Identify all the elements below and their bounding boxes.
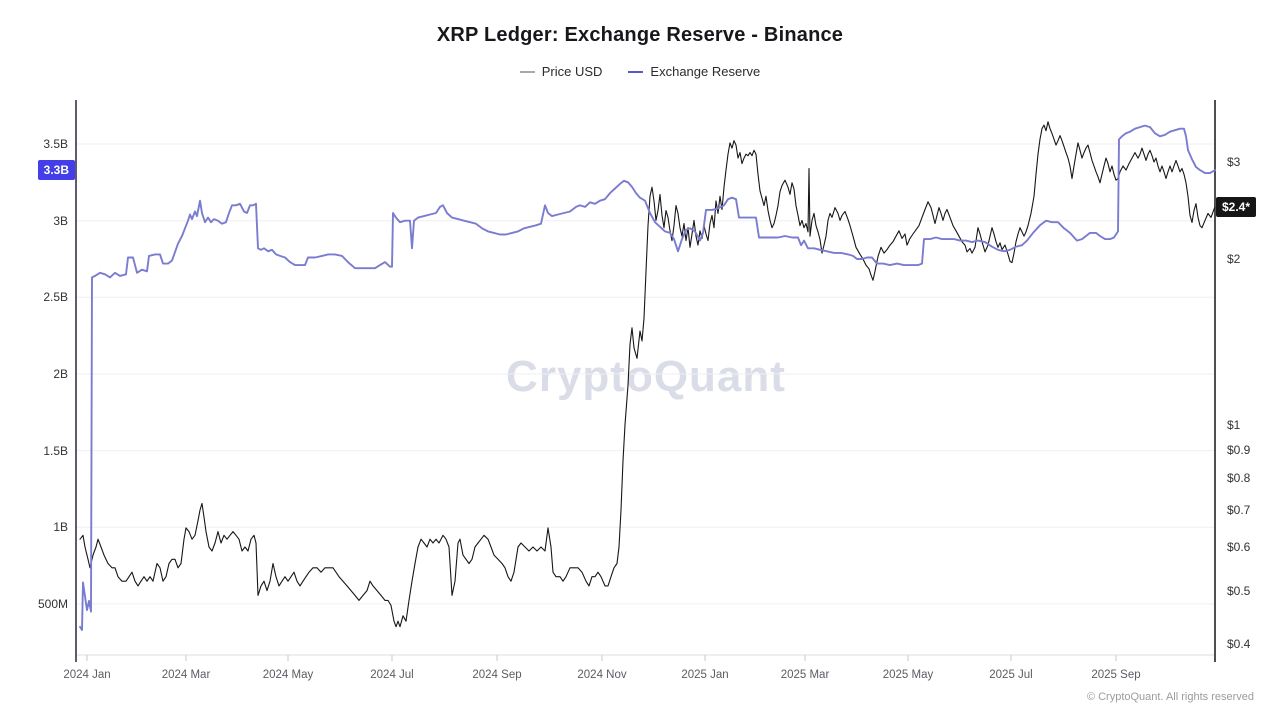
right-axis-tick-label: $0.4	[1227, 636, 1251, 651]
legend-item-exchange-reserve[interactable]: Exchange Reserve	[628, 64, 760, 79]
x-axis-tick-label: 2024 Jan	[63, 669, 111, 681]
left-axis-tick-label: 1.5B	[43, 443, 68, 458]
x-axis-tick-label: 2025 Mar	[780, 669, 830, 681]
x-axis-tick-label: 2024 Jul	[370, 669, 414, 681]
right-axis-tick-label: $0.7	[1227, 503, 1251, 518]
series-line-exchange-reserve	[79, 124, 1216, 631]
right-axis-tick-label: $0.8	[1227, 471, 1251, 486]
x-axis-tick-label: 2025 Jan	[681, 669, 729, 681]
right-axis-tick-label: $1	[1227, 417, 1241, 432]
x-axis-tick-label: 2025 Sep	[1091, 669, 1141, 681]
right-axis-tick-label: $0.5	[1227, 583, 1251, 598]
left-axis-tick-label: 2.5B	[43, 290, 68, 305]
price-current-value-badge: $2.4*	[1216, 196, 1257, 217]
right-axis-tick-label: $2	[1227, 252, 1241, 266]
left-axis-tick-label: 1B	[53, 520, 68, 535]
left-axis-tick-label: 3B	[53, 213, 68, 228]
x-axis-tick-label: 2025 May	[882, 669, 934, 681]
exchange-reserve-line-swatch-icon	[628, 70, 644, 73]
copyright-notice: © CryptoQuant. All rights reserved	[1086, 691, 1254, 703]
left-axis-tick-label: 3.5B	[43, 137, 68, 151]
page-title: XRP Ledger: Exchange Reserve - Binance	[436, 24, 844, 46]
legend-label-price-usd: Price USD	[541, 64, 603, 79]
chart-legend: Price USD Exchange Reserve	[0, 64, 1280, 79]
x-axis-tick-label: 2025 Jul	[989, 669, 1033, 681]
left-axis-tick-label: 2B	[53, 366, 68, 381]
series-line-price-usd	[79, 121, 1216, 628]
reserve-current-value-badge: 3.3B	[37, 160, 75, 181]
x-axis-tick-label: 2024 May	[262, 669, 314, 681]
right-axis-tick-label: $0.9	[1227, 443, 1251, 457]
x-axis-tick-label: 2024 Nov	[577, 669, 627, 681]
price-usd-line-swatch-icon	[519, 70, 535, 73]
right-axis-tick-label: $3	[1227, 155, 1241, 170]
right-axis-tick-label: $0.6	[1227, 539, 1251, 554]
left-axis-tick-label: 500M	[37, 596, 68, 611]
legend-label-exchange-reserve: Exchange Reserve	[650, 64, 761, 79]
x-axis-tick-label: 2024 Sep	[472, 669, 522, 681]
legend-item-price-usd[interactable]: Price USD	[519, 64, 603, 79]
x-axis-tick-label: 2024 Mar	[161, 669, 211, 681]
